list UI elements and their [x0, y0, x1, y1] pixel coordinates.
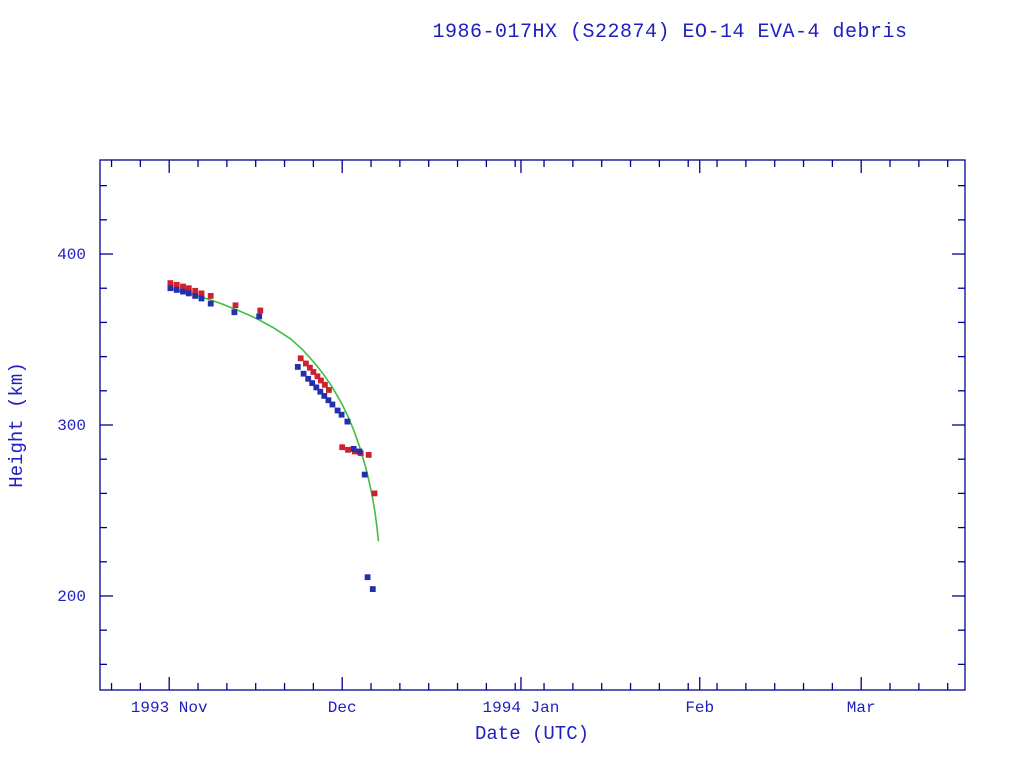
decay-fit-curve [169, 287, 380, 542]
y-axis-title: Height (km) [6, 362, 28, 487]
x-tick-label: Dec [328, 699, 357, 717]
y-tick-label: 300 [57, 417, 86, 435]
chart-title: 1986-017HX (S22874) EO-14 EVA-4 debris [432, 21, 907, 44]
axes: 1993 Nov Dec 1994 Jan Feb Mar 200 300 400 [57, 159, 966, 717]
x-tick-label: Mar [847, 699, 876, 717]
x-tick-label: 1994 Jan [483, 699, 560, 717]
apogee-height-points [167, 280, 378, 497]
x-tick-label: 1993 Nov [131, 699, 208, 717]
x-tick-label: Feb [685, 699, 714, 717]
y-tick-label: 400 [57, 246, 86, 264]
perigee-height-points [167, 285, 376, 592]
y-tick-label: 200 [57, 588, 86, 606]
data-series [167, 280, 380, 592]
x-axis-title: Date (UTC) [475, 723, 589, 745]
